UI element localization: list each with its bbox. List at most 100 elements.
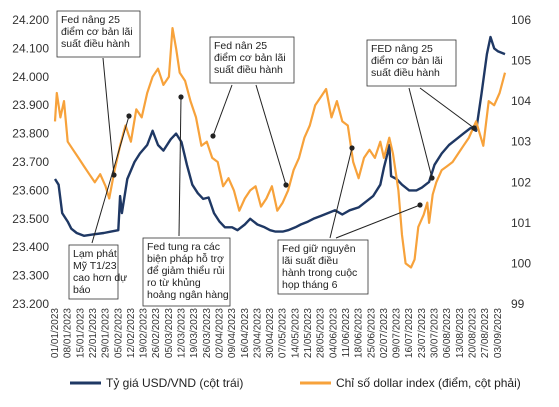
annotation-text: biện pháp hỗ trợ [147,252,224,265]
annotation-box [142,237,231,307]
x-tick-label: 30/07/2023 [430,308,441,358]
x-tick-label: 03/09/2023 [493,308,504,358]
y-left-tick-label: 23.400 [12,240,49,254]
annotation-pointer-line [408,87,433,179]
x-tick-label: 13/08/2023 [455,308,466,358]
x-tick-label: 30/04/2023 [265,308,276,358]
y-right-tick-label: 105 [511,54,531,68]
annotation-box [209,36,295,84]
series-line-dollar-index [53,27,507,269]
annotation-text: Lạm phát [73,248,117,260]
y-left-tick-label: 24.000 [12,70,49,84]
annotation-pointer-line [335,204,421,239]
y-left-tick-label: 24.100 [12,41,49,55]
annotation-pointer-dot [283,182,289,188]
annotation-text: điểm cơ bản lãi [214,52,286,64]
legend-label-dollar-index: Chỉ số dollar index (điểm, cột phải) [336,376,521,390]
annotation-text: báo [73,284,91,296]
annotation-text: Fed tung ra các [147,241,220,253]
x-tick-label: 23/07/2023 [417,308,428,358]
x-tick-label: 12/03/2023 [177,308,188,358]
annotation-text: hành trong cuộc [282,267,357,279]
x-tick-label: 29/01/2023 [101,308,112,358]
annotation-pointer-line [178,96,182,237]
x-tick-label: 14/05/2023 [290,308,301,358]
y-left-tick-label: 23.600 [12,183,49,197]
x-tick-label: 06/08/2023 [442,308,453,358]
annotation-text: hoảng ngân hàng [147,289,229,301]
annotation-box [277,239,369,295]
x-tick-label: 28/05/2023 [316,308,327,358]
annotation-pointer-dot [429,175,435,181]
annotation-text: Mỹ T1/23 [73,260,117,272]
x-tick-label: 22/01/2023 [88,308,99,358]
annotation-pointer-line [102,57,115,176]
x-tick-label: 21/05/2023 [303,308,314,358]
x-tick-label: 27/08/2023 [480,308,491,358]
annotation-text: Fed nâng 25 [61,14,120,26]
x-tick-label: 08/01/2023 [63,308,74,358]
annotation-text: suất điều hành [371,67,440,79]
x-tick-label: 23/04/2023 [252,308,263,358]
annotation-text: suất điều hành [61,38,130,50]
x-tick-label: 26/02/2023 [151,308,162,358]
x-tick-label: 01/01/2023 [50,308,61,358]
x-tick-label: 02/07/2023 [379,308,390,358]
annotation-text: Fed giữ nguyên [282,243,356,255]
y-right-tick-label: 100 [511,256,531,270]
annotation-pointer-line [212,84,233,137]
annotation-pointer-line [419,87,475,129]
y-left-tick-label: 23.900 [12,98,49,112]
x-tick-label: 07/05/2023 [278,308,289,358]
x-tick-label: 20/08/2023 [467,308,478,358]
x-tick-label: 05/03/2023 [164,308,175,358]
annotation-pointer-dot [126,113,132,119]
x-tick-label: 09/04/2023 [227,308,238,358]
annotation-pointer-dot [210,133,216,139]
annotation-text: ro từ khủng [147,277,201,289]
annotation-text: để giảm thiểu rủi [147,265,225,277]
y-left-tick-label: 23.300 [12,269,49,283]
x-tick-label: 02/04/2023 [214,308,225,358]
annotation-pointer-line [255,84,287,186]
annotation-text: lãi suất điều [282,255,338,267]
x-tick-label: 26/03/2023 [202,308,213,358]
annotation-pointer-dot [417,202,423,208]
y-right-tick-label: 102 [511,175,531,189]
x-tick-label: 19/02/2023 [139,308,150,358]
y-left-tick-label: 23.800 [12,127,49,141]
x-tick-label: 15/01/2023 [75,308,86,358]
y-right-tick-label: 99 [511,297,525,311]
annotation-pointer-line [329,147,353,239]
annotation-text: FED nâng 25 [371,43,433,55]
annotation-text: điểm cơ bản lãi [371,55,443,67]
y-right-tick-label: 101 [511,216,531,230]
y-right-tick-label: 103 [511,135,531,149]
y-left-tick-label: 23.700 [12,155,49,169]
x-tick-label: 12/02/2023 [126,308,137,358]
y-left-tick-label: 23.200 [12,297,49,311]
x-tick-label: 19/03/2023 [189,308,200,358]
annotation-text: điểm cơ bản lãi [61,26,133,38]
annotation-pointer-dot [178,94,184,100]
annotation-box [68,244,119,300]
annotation-text: họp tháng 6 [282,279,338,291]
y-left-tick-label: 23.500 [12,212,49,226]
annotation-box [56,10,141,58]
x-tick-label: 11/06/2023 [341,308,352,358]
annotation-box [366,39,457,87]
y-right-tick-label: 106 [511,13,531,27]
x-tick-label: 25/06/2023 [366,308,377,358]
x-tick-label: 16/07/2023 [404,308,415,358]
annotation-text: Fed nân 25 [214,40,267,52]
x-tick-label: 09/07/2023 [392,308,403,358]
x-tick-label: 18/06/2023 [354,308,365,358]
annotation-pointer-dot [471,125,477,131]
x-tick-label: 04/06/2023 [328,308,339,358]
x-tick-label: 16/04/2023 [240,308,251,358]
x-tick-label: 05/02/2023 [113,308,124,358]
annotation-text: cao hơn dự [73,272,127,284]
annotation-text: suất điều hành [214,64,283,76]
